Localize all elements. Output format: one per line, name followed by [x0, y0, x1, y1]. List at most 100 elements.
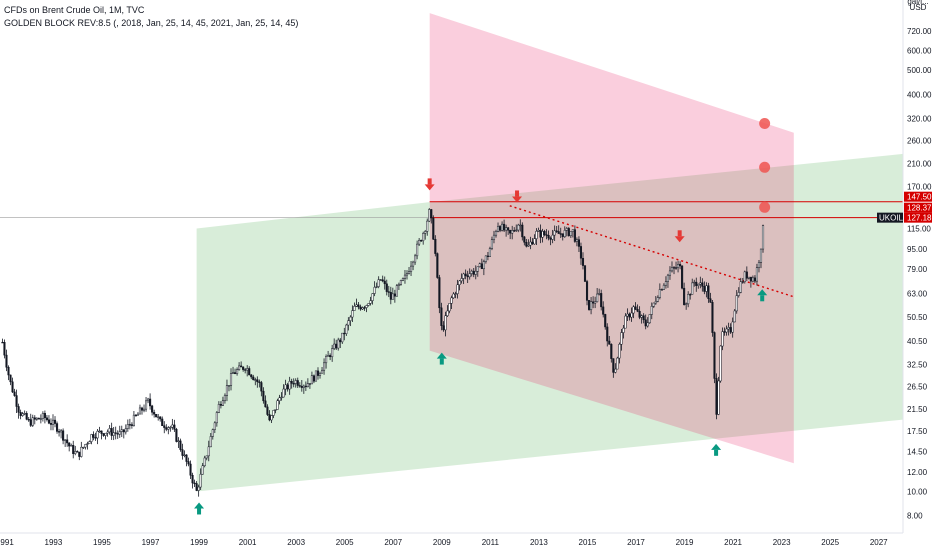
- candle-body: [333, 343, 336, 349]
- candle-body: [735, 295, 738, 312]
- candle-body: [227, 385, 231, 387]
- candle-body: [672, 267, 676, 269]
- candle-body: [29, 419, 32, 426]
- candle-body: [409, 265, 413, 272]
- candle-body: [96, 430, 99, 439]
- candle-body: [569, 231, 572, 236]
- x-tick-label: 1995: [93, 538, 111, 547]
- candle-body: [144, 400, 148, 410]
- candle-body: [116, 433, 119, 435]
- candle-body: [19, 412, 22, 416]
- candle-body: [199, 473, 202, 488]
- candle-body: [250, 374, 253, 378]
- symbol-tag-label: UKOIL: [879, 214, 904, 223]
- candle-body: [213, 422, 216, 430]
- candle-body: [458, 280, 461, 285]
- candle-body: [302, 385, 305, 388]
- candle-body: [179, 440, 182, 450]
- x-axis[interactable]: 1991 1993 1995 1997 1999 2001 2003 2005 2007 2009…: [0, 532, 932, 550]
- candle-body: [53, 419, 57, 424]
- candle-body: [683, 287, 686, 305]
- candle-body: [339, 339, 342, 343]
- candle-body: [711, 302, 714, 333]
- candle-body: [23, 413, 26, 415]
- x-tick-label: 2017: [627, 538, 645, 547]
- y-tick-label: 10.00: [907, 487, 928, 496]
- candle-body: [462, 273, 465, 279]
- up-arrow-icon: [760, 295, 765, 302]
- candle-body: [739, 281, 742, 293]
- y-tick-label: 600.00: [907, 47, 932, 56]
- candle-body: [594, 301, 597, 304]
- candle-body: [252, 376, 255, 381]
- legend-indicator[interactable]: GOLDEN BLOCK REV:8.5 (, 2018, Jan, 25, 1…: [4, 18, 299, 28]
- candle-body: [636, 309, 639, 312]
- candle-body: [266, 406, 269, 415]
- candle-body: [47, 419, 51, 424]
- down-arrow-icon: [512, 196, 523, 203]
- candle-body: [276, 400, 279, 410]
- candle-body: [136, 413, 140, 416]
- x-tick-label: 2011: [482, 538, 500, 547]
- candle-body: [577, 239, 580, 247]
- candle-body: [403, 274, 407, 279]
- candle-body: [575, 239, 578, 242]
- candle-body: [359, 306, 362, 310]
- candle-body: [430, 209, 433, 219]
- candle-body: [351, 310, 354, 318]
- candle-body: [217, 404, 220, 413]
- candle-body: [90, 434, 93, 442]
- candle-body: [98, 430, 101, 432]
- candle-body: [452, 293, 455, 299]
- candle-body: [51, 419, 55, 425]
- candle-body: [761, 225, 765, 250]
- candle-body: [229, 373, 233, 386]
- candle-body: [161, 418, 164, 426]
- candle-body: [666, 274, 669, 282]
- y-tick-label: 210.00: [907, 160, 932, 169]
- candle-body: [55, 423, 59, 432]
- candles-layer: [1, 208, 765, 497]
- candle-body: [555, 230, 558, 232]
- y-tick-label: 21.50: [907, 405, 928, 414]
- candle-body: [456, 284, 459, 294]
- candle-body: [432, 217, 435, 240]
- candle-body: [165, 427, 168, 430]
- candle-body: [215, 412, 218, 424]
- candle-body: [505, 227, 508, 231]
- candle-body: [438, 277, 441, 309]
- candle-body: [393, 293, 396, 297]
- candle-body: [357, 304, 360, 308]
- candle-body: [753, 277, 756, 282]
- candle-body: [132, 414, 135, 426]
- candle-body: [717, 380, 720, 415]
- candle-body: [318, 372, 322, 376]
- candle-body: [691, 282, 694, 295]
- candle-body: [618, 343, 621, 359]
- legend-title[interactable]: CFDs on Brent Crude Oil, 1M, TVC: [4, 5, 145, 15]
- candle-body: [82, 446, 85, 449]
- x-tick-label: 2001: [239, 538, 257, 547]
- candle-body: [27, 419, 30, 421]
- candle-body: [86, 443, 89, 445]
- candle-body: [1, 341, 4, 344]
- candle-body: [460, 278, 463, 282]
- candle-body: [62, 430, 65, 441]
- candle-body: [537, 230, 540, 232]
- candle-body: [175, 429, 178, 442]
- candle-body: [559, 233, 562, 235]
- candle-body: [535, 231, 538, 239]
- candle-body: [496, 226, 500, 232]
- candle-body: [331, 348, 334, 358]
- price-tag-label: 127.18: [907, 214, 932, 223]
- candle-body: [312, 375, 315, 382]
- candle-body: [557, 231, 560, 234]
- candle-body: [565, 228, 568, 231]
- candle-body: [707, 285, 710, 299]
- x-tick-label: 2013: [530, 538, 548, 547]
- candle-body: [759, 248, 763, 263]
- candle-body: [25, 413, 28, 420]
